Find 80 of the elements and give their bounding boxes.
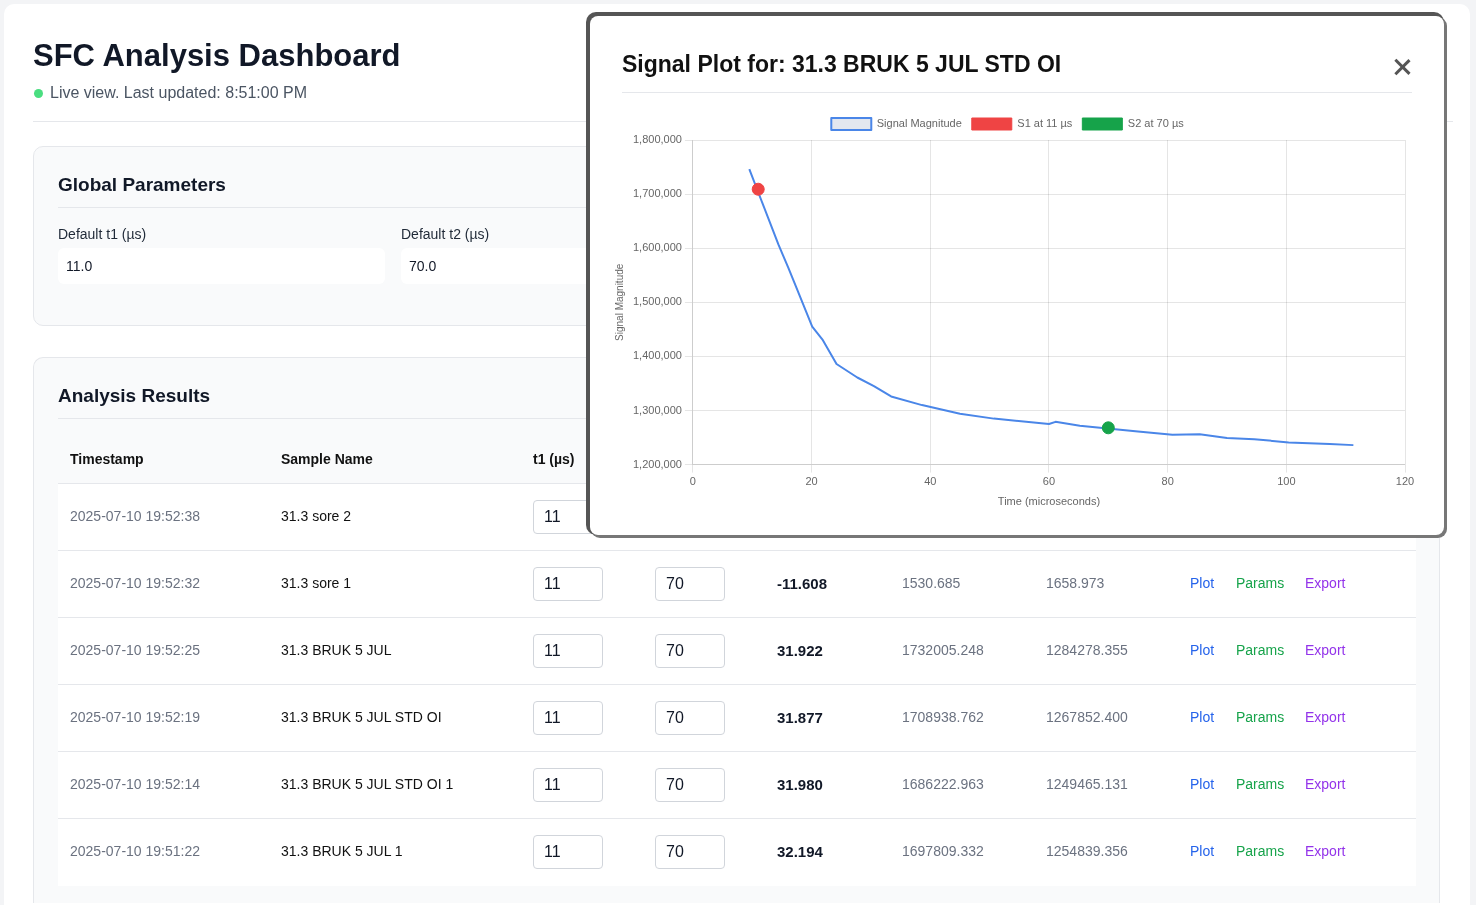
text: Live view. Last updated: 8:51:00 PM (50, 84, 308, 102)
text: 1284278.355 (1046, 642, 1128, 658)
text: 31.3 BRUK 5 JUL STD OI (281, 709, 442, 725)
text: Default t2 (µs) (401, 226, 490, 242)
legend-label: S1 at 11 µs (1017, 117, 1073, 130)
text: 1686222.963 (902, 776, 984, 792)
text: 31.3 BRUK 5 JUL (281, 642, 392, 658)
text-field: 11 (533, 634, 603, 668)
x-tick-label: 100 (1277, 475, 1296, 488)
chart-title: Signal Plot for: 31.3 BRUK 5 JUL STD OI (622, 51, 1062, 78)
text: 1254839.356 (1046, 843, 1128, 859)
text: Params (1236, 642, 1285, 658)
text-field: 70 (655, 567, 725, 601)
text: Export (1305, 843, 1346, 859)
text: Export (1305, 709, 1346, 725)
y-tick-label: 1,700,000 (633, 187, 682, 200)
text: 2025-07-10 19:52:38 (70, 508, 200, 524)
text: Export (1305, 776, 1346, 792)
legend-label: Signal Magnitude (876, 117, 962, 130)
x-axis-title: Time (microseconds) (997, 495, 1101, 508)
text-field: 11 (533, 768, 603, 802)
text: 31.877 (777, 709, 823, 726)
text: Analysis Results (58, 385, 211, 407)
y-tick-label: 1,500,000 (633, 295, 682, 308)
text: Export (1305, 575, 1346, 591)
text: Params (1236, 575, 1285, 591)
text-field: 11.0 (58, 248, 385, 284)
text-field: 70 (655, 835, 725, 869)
text: 2025-07-10 19:52:19 (70, 709, 200, 725)
text: 1530.685 (902, 575, 961, 591)
text-field: 70 (655, 768, 725, 802)
text-field: 11 (533, 701, 603, 735)
text: Params (1236, 776, 1285, 792)
text: 1658.973 (1046, 575, 1105, 591)
y-tick-label: 1,400,000 (633, 349, 682, 362)
text: 32.194 (777, 843, 823, 860)
legend-label: S2 at 70 µs (1127, 117, 1185, 130)
text-field: 11 (533, 567, 603, 601)
text-field: 70 (655, 634, 725, 668)
text: Plot (1190, 709, 1215, 725)
x-tick-label: 20 (805, 475, 818, 488)
text: 2025-07-10 19:52:32 (70, 575, 200, 591)
text: Export (1305, 642, 1346, 658)
text: 31.980 (777, 776, 823, 793)
y-tick-label: 1,800,000 (633, 133, 682, 146)
x-tick-label: 120 (1395, 475, 1415, 488)
text: Plot (1190, 642, 1215, 658)
text: 2025-07-10 19:51:22 (70, 843, 200, 859)
text: 1267852.400 (1046, 709, 1128, 725)
text: 31.922 (777, 642, 823, 659)
y-tick-label: 1,200,000 (633, 457, 682, 470)
y-tick-label: 1,300,000 (633, 403, 682, 416)
text: t1 (µs) (533, 451, 575, 467)
text: 1697809.332 (902, 843, 984, 859)
text: 31.3 BRUK 5 JUL 1 (281, 843, 403, 859)
x-tick-label: 60 (1042, 475, 1056, 488)
text: 1249465.131 (1046, 776, 1128, 792)
text: 2025-07-10 19:52:14 (70, 776, 200, 792)
text: Timestamp (70, 451, 144, 467)
text-field: 70 (655, 701, 725, 735)
text: 1708938.762 (902, 709, 984, 725)
text: Default t1 (µs) (58, 226, 147, 242)
text: Sample Name (281, 451, 373, 467)
text: Params (1236, 709, 1285, 725)
text: 1732005.248 (902, 642, 984, 658)
text: 2025-07-10 19:52:25 (70, 642, 200, 658)
text: Params (1236, 843, 1285, 859)
text: -11.608 (777, 575, 828, 592)
text: 31.3 BRUK 5 JUL STD OI 1 (281, 776, 454, 792)
x-tick-label: 80 (1161, 475, 1174, 488)
text: SFC Analysis Dashboard (33, 38, 401, 74)
text: Plot (1190, 776, 1215, 792)
text: 31.3 sore 2 (281, 508, 352, 524)
text-field: 11 (533, 835, 603, 869)
text: Global Parameters (58, 174, 226, 196)
text: Plot (1190, 575, 1215, 591)
text: Plot (1190, 843, 1215, 859)
text: 31.3 sore 1 (281, 575, 352, 591)
x-tick-label: 40 (924, 475, 937, 488)
x-tick-label: 0 (689, 475, 696, 488)
